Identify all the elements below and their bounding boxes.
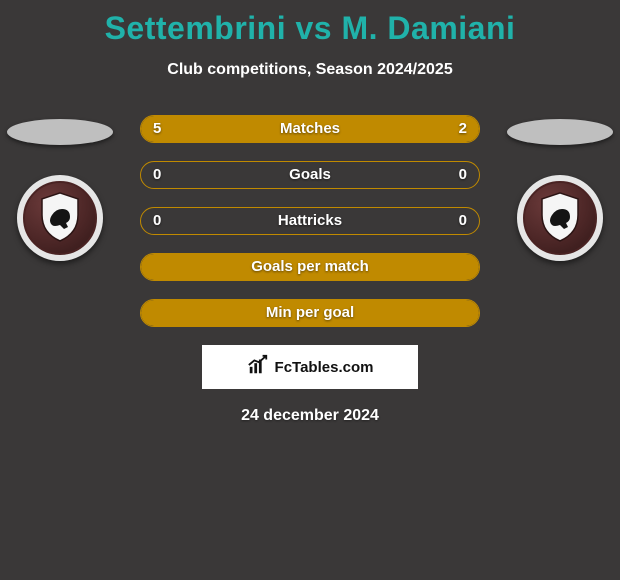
shield-icon [538, 191, 582, 243]
date-label: 24 december 2024 [0, 407, 620, 425]
stat-row-hattricks: 0 Hattricks 0 [140, 207, 480, 235]
shield-icon [38, 191, 82, 243]
team-crest-right [517, 175, 603, 261]
stat-label: Matches [141, 115, 479, 143]
brand-box[interactable]: FcTables.com [202, 345, 418, 389]
page-title: Settembrini vs M. Damiani [0, 0, 620, 47]
stat-label: Min per goal [141, 299, 479, 327]
team-crest-left [17, 175, 103, 261]
player-shadow-right [507, 119, 613, 145]
stat-row-goals: 0 Goals 0 [140, 161, 480, 189]
brand-label: FcTables.com [275, 359, 374, 376]
stat-label: Goals [141, 161, 479, 189]
comparison-panel: 5 Matches 2 0 Goals 0 0 Hattricks 0 Goal… [0, 115, 620, 425]
stat-label: Hattricks [141, 207, 479, 235]
chart-icon [247, 354, 269, 381]
stat-label: Goals per match [141, 253, 479, 281]
stat-row-matches: 5 Matches 2 [140, 115, 480, 143]
player-shadow-left [7, 119, 113, 145]
stat-right-value: 0 [459, 161, 467, 189]
stat-row-goals-per-match: Goals per match [140, 253, 480, 281]
stat-right-value: 2 [459, 115, 467, 143]
stat-row-min-per-goal: Min per goal [140, 299, 480, 327]
stat-right-value: 0 [459, 207, 467, 235]
stat-bars: 5 Matches 2 0 Goals 0 0 Hattricks 0 Goal… [140, 115, 480, 327]
page-subtitle: Club competitions, Season 2024/2025 [0, 61, 620, 79]
